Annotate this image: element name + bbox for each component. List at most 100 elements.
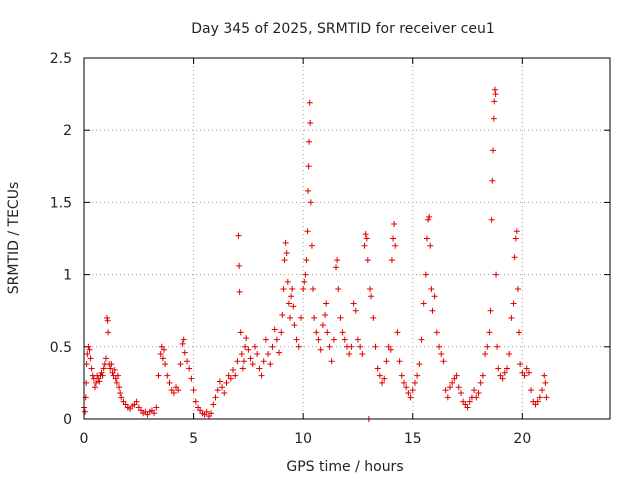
data-point [390, 235, 397, 242]
data-point [118, 394, 125, 401]
data-point [359, 351, 366, 358]
y-tick-label: 1 [63, 268, 72, 284]
data-point [177, 361, 184, 368]
data-point [528, 387, 535, 394]
data-point [87, 355, 94, 362]
data-point [453, 372, 460, 379]
data-point [83, 361, 90, 368]
data-point [352, 307, 359, 314]
data-point [471, 387, 478, 394]
data-point [510, 300, 517, 307]
data-point [536, 394, 543, 401]
data-point [457, 390, 464, 397]
data-point [379, 379, 386, 386]
data-point [444, 394, 451, 401]
data-point [108, 361, 115, 368]
data-point [166, 379, 173, 386]
data-point [324, 329, 331, 336]
data-point [501, 369, 508, 376]
data-point [542, 379, 549, 386]
data-point [258, 372, 265, 379]
data-point [427, 242, 434, 249]
data-point [304, 228, 311, 235]
data-point [269, 343, 276, 350]
data-point [511, 254, 518, 261]
data-point [179, 340, 186, 347]
y-tick-label: 2 [63, 123, 72, 139]
data-point [416, 361, 423, 368]
data-point [364, 257, 371, 264]
data-point [307, 119, 314, 126]
data-point [164, 372, 171, 379]
data-point [477, 379, 484, 386]
data-point [503, 365, 510, 372]
data-point [311, 314, 318, 321]
data-point [96, 378, 103, 385]
data-point [281, 257, 288, 264]
data-point [383, 358, 390, 365]
data-point [212, 394, 219, 401]
data-point [422, 271, 429, 278]
data-point [216, 378, 223, 385]
data-point [93, 379, 100, 386]
data-point [105, 329, 112, 336]
data-point [491, 86, 498, 93]
data-point [423, 235, 430, 242]
data-point [357, 343, 364, 350]
data-point [313, 329, 320, 336]
data-point [287, 314, 294, 321]
data-point [170, 390, 177, 397]
data-point [249, 361, 256, 368]
data-point [388, 257, 395, 264]
data-point [514, 286, 521, 293]
data-point [418, 336, 425, 343]
data-point [214, 387, 221, 394]
data-point [160, 346, 167, 353]
data-point [541, 372, 548, 379]
data-point [262, 336, 269, 343]
data-point [487, 307, 494, 314]
data-point [175, 387, 182, 394]
data-point [86, 346, 93, 353]
data-point [484, 343, 491, 350]
data-point [307, 199, 314, 206]
data-point [409, 387, 416, 394]
x-tick-label: 15 [404, 431, 422, 447]
data-point [488, 216, 495, 223]
data-point [433, 329, 440, 336]
data-point [372, 343, 379, 350]
data-point [482, 351, 489, 358]
data-point [289, 286, 296, 293]
data-point [333, 264, 340, 271]
data-point [293, 336, 300, 343]
data-point [440, 358, 447, 365]
data-point [301, 278, 308, 285]
data-point [236, 288, 243, 295]
data-point [376, 372, 383, 379]
data-point [180, 336, 187, 343]
data-point [473, 394, 480, 401]
data-point [232, 372, 239, 379]
data-point [334, 257, 341, 264]
data-point [223, 379, 230, 386]
data-point [243, 335, 250, 342]
data-point [251, 343, 258, 350]
data-point [104, 314, 111, 321]
data-point [240, 358, 247, 365]
data-point [117, 390, 124, 397]
data-point [492, 91, 499, 98]
x-axis-label: GPS time / hours [286, 459, 403, 475]
data-point [425, 216, 432, 223]
data-point [354, 336, 361, 343]
data-point [341, 336, 348, 343]
data-point [407, 394, 414, 401]
data-point [403, 384, 410, 391]
data-point [523, 365, 530, 372]
data-point [494, 343, 501, 350]
data-point [489, 147, 496, 154]
data-point [398, 372, 405, 379]
data-point [300, 286, 307, 293]
x-tick-label: 20 [513, 431, 531, 447]
data-point [100, 365, 107, 372]
